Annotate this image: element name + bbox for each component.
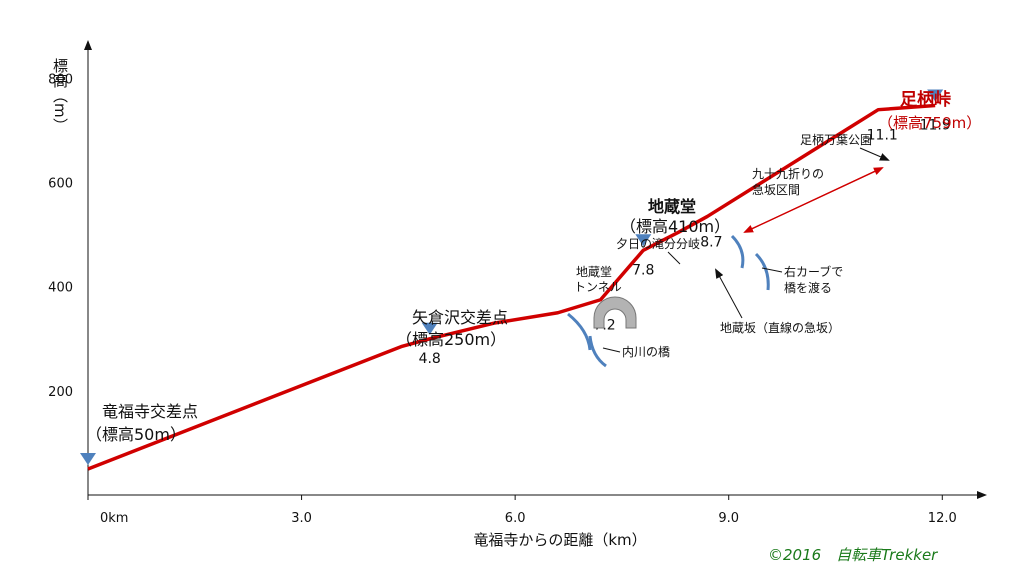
y-tick-label: 600 (48, 177, 73, 192)
bridge-left-arc-curve (730, 234, 745, 269)
elevation-line (87, 103, 936, 471)
location-marker (80, 452, 96, 465)
place-yagurasawa-subtitle: （標高250m） (396, 330, 506, 349)
marker-km-label: 11.9 (920, 118, 951, 134)
note-manyo-park: 足柄万葉公園 (800, 133, 872, 147)
marker-km-label: 7.8 (632, 262, 654, 278)
tunnel-icon (593, 296, 637, 329)
pointer-jizo-slope (715, 268, 743, 319)
note-right-curve-line2: 橋を渡る (784, 280, 832, 295)
pointer-uchikawa (602, 347, 621, 353)
pointer-manyo-park (859, 147, 890, 161)
marker-km-label: 4.8 (419, 351, 441, 367)
bridge-left-arc-uchikawa (567, 312, 592, 351)
note-tunnel-line2: トンネル (574, 280, 622, 294)
location-marker (927, 89, 944, 102)
copyright-text: ©2016 自転車Trekker (768, 546, 938, 564)
x-tick-label: 9.0 (718, 511, 739, 526)
y-tick-label: 200 (48, 385, 73, 400)
note-switchback-line2: 急坂区間 (752, 182, 800, 197)
place-jizodo-subtitle: （標高410m） (620, 217, 730, 236)
note-uchikawa-bridge: 内川の橋 (622, 345, 670, 359)
note-jizo-slope: 地蔵坂（直線の急坂） (720, 320, 840, 335)
y-ticks: 200 400 600 800 (48, 72, 73, 399)
location-marker (635, 234, 652, 247)
place-yagurasawa-title: 矢倉沢交差点 (412, 308, 508, 327)
pointer-right-curve (761, 267, 783, 273)
point-km-label: 11.1 (867, 128, 898, 144)
x-ticks: 0km 3.0 6.0 9.0 12.0 (87, 495, 957, 526)
bridge-right-arc-curve (754, 252, 770, 291)
place-ashigara-pass-subtitle: （標高759m） (878, 114, 981, 132)
bridge-right-arc-uchikawa (588, 335, 607, 368)
y-axis-title: 標高（m） (51, 58, 69, 133)
note-yuhi-falls: 夕日の滝分分岐 (616, 237, 700, 251)
y-tick-label: 800 (48, 72, 73, 87)
place-ashigara-pass-title: 足柄峠 (900, 89, 951, 110)
switchback-arrow-back (743, 167, 883, 233)
x-tick-label: 3.0 (291, 511, 312, 526)
place-jizodo-title: 地蔵堂 (648, 197, 696, 216)
x-tick-label: 12.0 (928, 511, 957, 526)
x-tick-label: 0km (100, 511, 128, 526)
note-switchback-line1: 九十九折りの (752, 166, 824, 181)
y-tick-label: 400 (48, 281, 73, 296)
x-tick-label: 6.0 (505, 511, 526, 526)
note-tunnel-line1: 地蔵堂 (576, 265, 612, 279)
marker-group: 4.8 7.8 11.9 (80, 89, 951, 465)
place-ryufukuji-title: 竜福寺交差点 (102, 402, 198, 421)
location-marker (421, 322, 438, 335)
x-axis-title: 竜福寺からの距離（km） (473, 531, 646, 549)
point-km-label: 8.7 (700, 234, 722, 250)
note-right-curve-line1: 右カーブで (784, 264, 843, 279)
place-ryufukuji-subtitle: （標高50m） (86, 425, 186, 444)
pointer-yuhi-falls (667, 251, 681, 265)
